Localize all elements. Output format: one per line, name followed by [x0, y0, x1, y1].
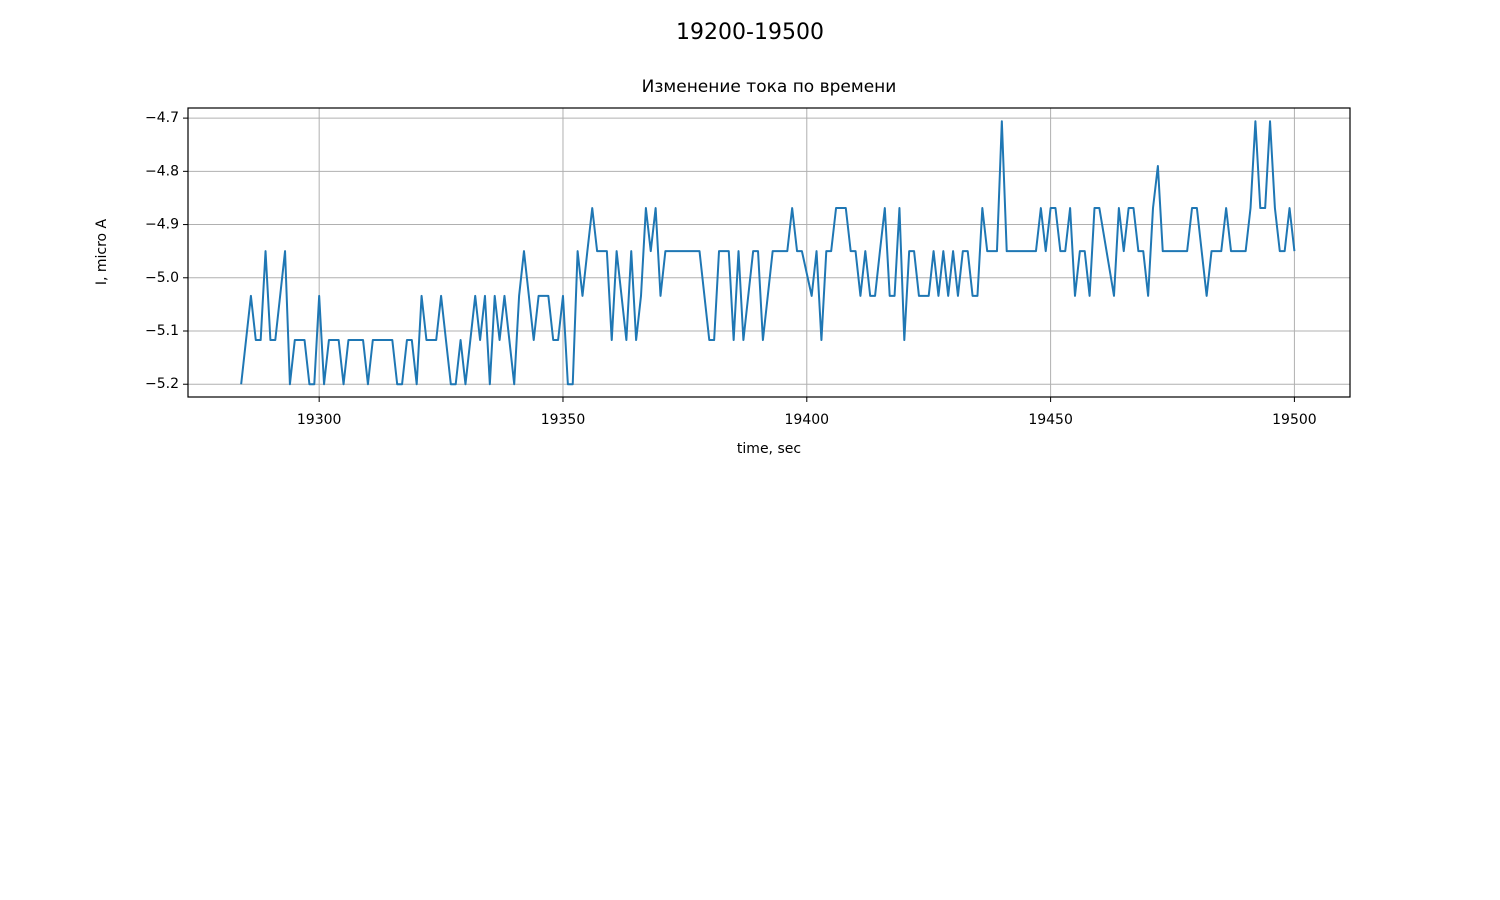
x-axis-label: time, sec: [737, 441, 801, 457]
x-tick-label: 19500: [1272, 412, 1317, 428]
data-line: [240, 120, 1296, 386]
chart-title: Изменение тока по времени: [642, 77, 897, 97]
x-tick-label: 19350: [541, 412, 586, 428]
plot-frame: [187, 107, 1351, 398]
y-tick-label: −4.9: [145, 217, 179, 233]
x-tick-label: 19300: [297, 412, 342, 428]
y-tick-label: −4.7: [145, 110, 179, 126]
y-tick-label: −5.2: [145, 376, 179, 392]
x-tick-label: 19400: [785, 412, 830, 428]
chart-suptitle: 19200-19500: [676, 20, 824, 45]
y-tick-label: −5.1: [145, 323, 179, 339]
y-tick-label: −4.8: [145, 163, 179, 179]
y-axis-label: I, micro A: [94, 218, 110, 285]
x-tick-label: 19450: [1028, 412, 1073, 428]
y-tick-label: −5.0: [145, 270, 179, 286]
